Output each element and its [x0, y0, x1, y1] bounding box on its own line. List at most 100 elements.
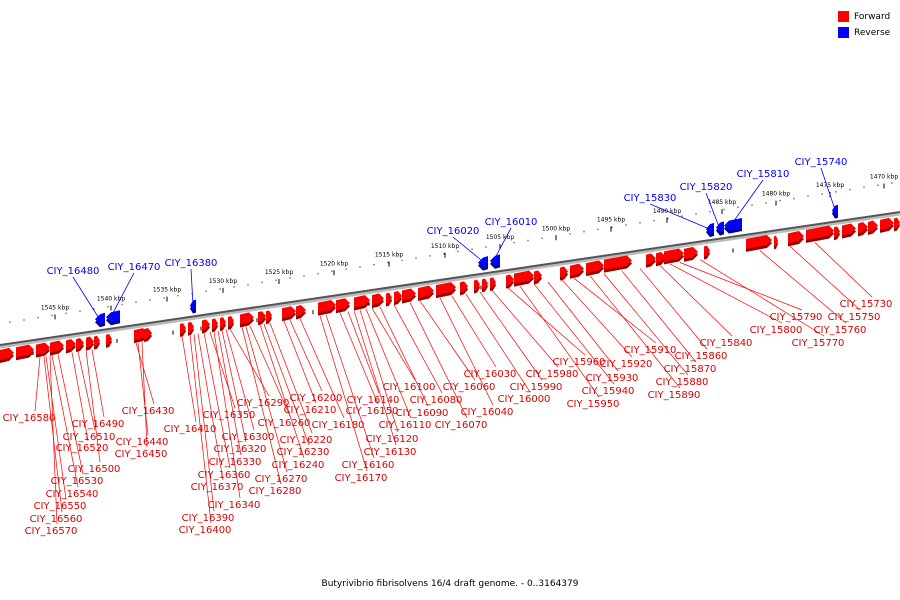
reverse-gene-label: CIY_16480 — [47, 266, 100, 277]
forward-gene-arrow — [336, 298, 350, 311]
forward-gene-arrow — [228, 315, 234, 327]
forward-leader-line — [249, 325, 291, 417]
forward-gene-arrow — [704, 245, 710, 257]
reverse-gene-arrow — [716, 221, 724, 233]
forward-gene-arrow — [386, 292, 392, 304]
backbone-shadow — [0, 212, 900, 349]
forward-leader-line — [365, 308, 412, 419]
forward-gene-arrow — [436, 282, 456, 296]
forward-gene-arrow — [656, 251, 666, 264]
forward-gene-arrow — [86, 336, 94, 348]
forward-leader-line — [319, 315, 368, 472]
reverse-gene-label: CIY_16020 — [427, 226, 480, 237]
forward-leader-line — [533, 283, 615, 385]
forward-gene-label: CIY_16360 — [198, 470, 251, 481]
forward-gene-label: CIY_16290 — [237, 398, 290, 409]
reverse-gene-arrow — [490, 254, 500, 266]
reverse-swatch — [838, 27, 849, 38]
forward-gene-label: CIY_16170 — [335, 473, 388, 484]
legend-reverse: Reverse — [838, 25, 890, 40]
forward-gene-label: CIY_15870 — [664, 364, 717, 375]
forward-gene-label: CIY_16260 — [258, 418, 311, 429]
forward-gene-label: CIY_16330 — [209, 457, 262, 468]
forward-gene-arrow — [788, 231, 804, 244]
forward-gene-arrow — [66, 339, 76, 351]
reverse-gene-arrow — [106, 310, 120, 323]
forward-gene-label: CIY_16490 — [72, 419, 125, 430]
forward-leader-line — [193, 334, 215, 512]
tick-label: 1515 kbp — [375, 252, 403, 259]
forward-leader-line — [491, 290, 559, 368]
forward-leader-line — [34, 357, 41, 412]
forward-leader-line — [419, 300, 476, 381]
forward-leader-line — [189, 334, 212, 524]
forward-leader-line — [439, 297, 494, 406]
forward-gene-arrow — [106, 334, 112, 345]
forward-leader-line — [299, 318, 345, 419]
tick-label: 1485 kbp — [708, 199, 736, 206]
forward-leader-line — [789, 245, 861, 311]
forward-leader-line — [325, 314, 375, 459]
tick-label: 1505 kbp — [486, 234, 514, 241]
forward-label: Forward — [854, 11, 891, 22]
forward-gene-label: CIY_16430 — [122, 406, 175, 417]
forward-gene-label: CIY_15730 — [840, 299, 893, 310]
forward-gene-arrow — [282, 306, 296, 319]
forward-gene-label: CIY_16550 — [34, 501, 87, 512]
forward-leader-line — [283, 320, 317, 404]
forward-leader-line — [137, 342, 149, 436]
forward-gene-arrow — [806, 225, 834, 240]
forward-leader-line — [409, 302, 468, 419]
forward-gene-label: CIY_16210 — [284, 405, 337, 416]
forward-gene-arrow — [646, 253, 656, 265]
tick-label: 1500 kbp — [542, 225, 570, 232]
forward-leader-line — [209, 331, 236, 409]
forward-leader-line — [759, 250, 847, 324]
tick-label: 1520 kbp — [320, 260, 348, 267]
forward-gene-label: CIY_16160 — [342, 460, 395, 471]
forward-gene-arrow — [586, 260, 604, 274]
forward-leader-line — [181, 336, 197, 423]
forward-gene-label: CIY_16390 — [182, 513, 235, 524]
reverse-gene-arrow — [724, 218, 742, 231]
forward-gene-arrow — [144, 327, 152, 340]
forward-gene-label: CIY_16300 — [222, 432, 275, 443]
forward-leader-line — [289, 320, 323, 392]
forward-gene-label: CIY_16140 — [347, 395, 400, 406]
forward-swatch — [838, 11, 849, 22]
forward-gene-arrow — [188, 321, 194, 333]
tick-label: 1525 kbp — [265, 269, 293, 276]
forward-gene-label: CIY_16340 — [208, 500, 261, 511]
forward-gene-label: CIY_16400 — [179, 525, 232, 536]
forward-leader-line — [51, 355, 79, 488]
forward-leader-line — [479, 291, 543, 381]
forward-gene-label: CIY_16570 — [25, 526, 78, 537]
reverse-leader-line — [190, 268, 194, 305]
forward-gene-arrow — [94, 335, 100, 347]
forward-leader-line — [347, 311, 380, 394]
reverse-leader-line — [705, 192, 720, 227]
reverse-gene-label: CIY_15820 — [680, 182, 733, 193]
forward-gene-label: CIY_15750 — [828, 312, 881, 323]
forward-gene-label: CIY_16410 — [164, 424, 217, 435]
forward-gene-label: CIY_16080 — [410, 395, 463, 406]
forward-gene-arrow — [858, 221, 868, 234]
forward-leader-line — [519, 285, 600, 398]
forward-gene-arrow — [880, 217, 894, 230]
forward-gene-arrow — [834, 226, 840, 238]
forward-gene-label: CIY_16560 — [30, 514, 83, 525]
forward-gene-label: CIY_16440 — [116, 437, 169, 448]
forward-gene-label: CIY_16530 — [51, 476, 104, 487]
reverse-leader-line — [730, 179, 764, 226]
reverse-leader-line — [493, 227, 512, 261]
forward-leader-line — [639, 268, 708, 350]
reverse-gene-label: CIY_16470 — [108, 262, 161, 273]
genome-caption: Butyrivibrio fibrisolvens 16/4 draft gen… — [321, 579, 579, 589]
forward-gene-arrow — [746, 234, 772, 249]
forward-gene-label: CIY_16320 — [214, 444, 267, 455]
reverse-gene-arrow — [478, 256, 488, 268]
forward-gene-arrow — [402, 288, 416, 301]
forward-gene-arrow — [36, 342, 50, 355]
forward-leader-line — [814, 242, 873, 298]
forward-gene-label: CIY_15990 — [510, 382, 563, 393]
